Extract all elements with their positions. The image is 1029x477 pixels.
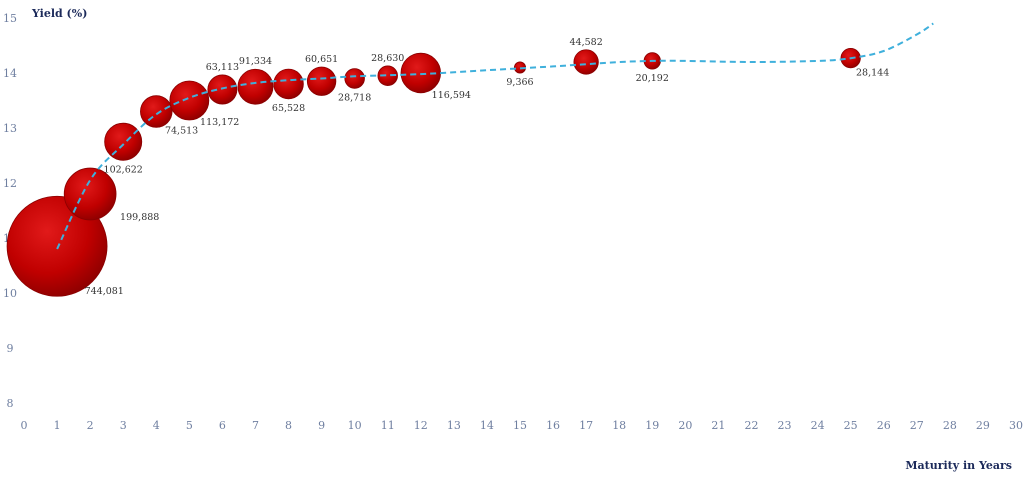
x-tick-label: 18	[612, 419, 626, 432]
x-tick-label: 27	[910, 419, 924, 432]
x-tick-label: 10	[348, 419, 362, 432]
x-tick-label: 6	[219, 419, 226, 432]
x-axis-title: Maturity in Years	[905, 459, 1012, 472]
x-tick-label: 8	[285, 419, 292, 432]
data-label: 65,528	[272, 103, 305, 114]
bubble-point	[306, 66, 337, 96]
x-tick-label: 7	[252, 419, 259, 432]
y-axis-title: Yield (%)	[31, 7, 87, 20]
data-label: 91,334	[239, 56, 272, 67]
x-tick-label: 28	[943, 419, 957, 432]
data-label: 28,718	[338, 92, 371, 103]
x-tick-label: 21	[711, 419, 725, 432]
x-tick-label: 15	[513, 419, 527, 432]
data-label: 20,192	[636, 73, 669, 84]
x-tick-label: 13	[447, 419, 461, 432]
x-tick-label: 11	[381, 419, 395, 432]
x-tick-label: 17	[579, 419, 593, 432]
x-tick-label: 26	[877, 419, 891, 432]
x-tick-label: 1	[54, 419, 61, 432]
bubble-series	[6, 48, 861, 297]
data-label: 744,081	[85, 286, 124, 297]
x-tick-label: 14	[480, 419, 494, 432]
x-tick-label: 30	[1009, 419, 1023, 432]
y-tick-label: 13	[3, 122, 17, 135]
bubble-point	[344, 68, 365, 89]
bubble-point	[6, 195, 108, 297]
data-label: 102,622	[104, 164, 143, 175]
y-tick-label: 15	[3, 12, 17, 25]
data-label: 28,630	[371, 53, 404, 64]
data-label: 113,172	[200, 117, 239, 128]
x-tick-label: 12	[414, 419, 428, 432]
bubble-point	[104, 122, 143, 161]
data-label: 9,366	[506, 77, 533, 88]
bubble-point	[377, 65, 398, 86]
bubble-point	[63, 167, 117, 221]
bubble-point	[140, 95, 173, 128]
y-tick-label: 8	[7, 397, 14, 410]
data-label: 44,582	[570, 37, 603, 48]
data-label: 199,888	[120, 212, 159, 223]
data-label: 28,144	[856, 67, 889, 78]
data-label: 60,651	[305, 54, 338, 65]
x-tick-label: 20	[678, 419, 692, 432]
y-tick-label: 9	[7, 342, 14, 355]
x-tick-label: 16	[546, 419, 560, 432]
bubble-point	[169, 80, 210, 121]
x-tick-label: 9	[318, 419, 325, 432]
fitted-yield-curve	[56, 22, 934, 250]
x-tick-label: 5	[186, 419, 193, 432]
x-axis-ticks: 0 1 2 3 4 5 6 7 8 9 10 11 12 13 14 15 16 17 18 19 20 21 22 23 24…	[21, 419, 1024, 432]
x-tick-label: 29	[976, 419, 990, 432]
x-tick-label: 3	[120, 419, 127, 432]
bubble-point	[237, 68, 274, 105]
bubble-point	[273, 68, 304, 100]
y-tick-label: 10	[3, 287, 17, 300]
x-tick-label: 24	[811, 419, 825, 432]
bubble-point	[573, 49, 599, 75]
data-label: 63,113	[206, 62, 239, 73]
x-tick-label: 23	[778, 419, 792, 432]
x-tick-label: 19	[645, 419, 659, 432]
data-label: 74,513	[165, 125, 198, 136]
x-tick-label: 2	[87, 419, 94, 432]
bubble-point	[207, 74, 238, 105]
x-tick-label: 25	[844, 419, 858, 432]
x-tick-label: 0	[21, 419, 28, 432]
data-label: 116,594	[432, 90, 471, 101]
y-tick-label: 14	[3, 67, 17, 80]
x-tick-label: 22	[744, 419, 758, 432]
y-tick-label: 12	[3, 177, 17, 190]
x-tick-label: 4	[153, 419, 160, 432]
